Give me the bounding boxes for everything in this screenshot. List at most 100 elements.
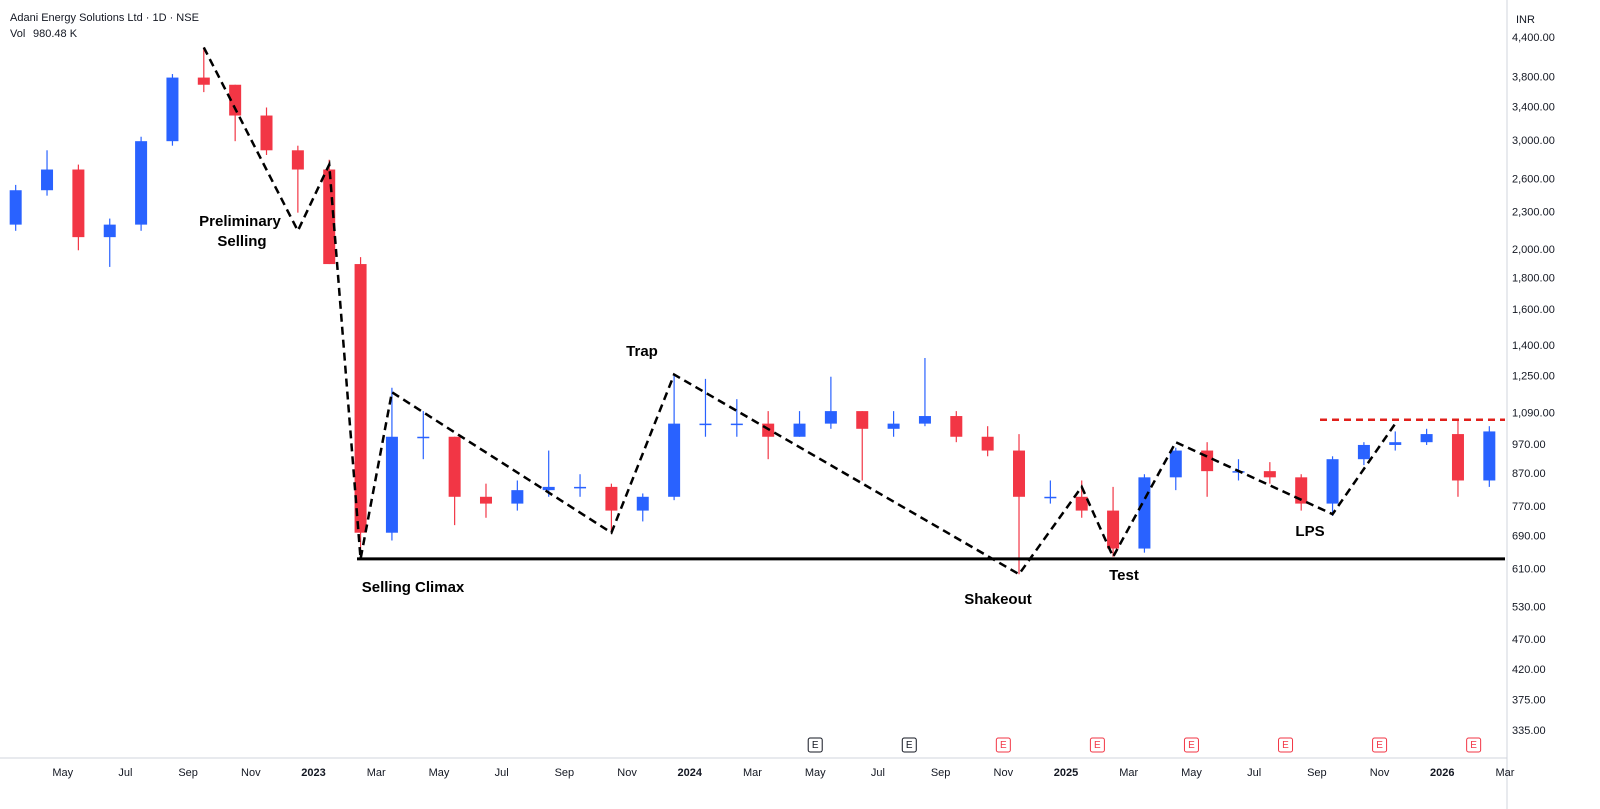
- x-tick-label: 2026: [1430, 767, 1454, 779]
- volume-value: 980.48 K: [33, 28, 78, 40]
- candle-body: [668, 423, 681, 497]
- earnings-label: E: [1000, 740, 1007, 751]
- candle-body: [135, 141, 148, 225]
- x-tick-label: Sep: [931, 767, 951, 779]
- candle-body: [354, 264, 367, 533]
- x-tick-label: Sep: [178, 767, 198, 779]
- candle-body: [1107, 510, 1120, 549]
- y-tick-label: 375.00: [1512, 695, 1546, 707]
- candle-body: [166, 77, 179, 142]
- y-tick-label: 2,300.00: [1512, 207, 1555, 219]
- y-tick-label: 3,000.00: [1512, 135, 1555, 147]
- candle-body: [260, 115, 273, 151]
- earnings-label: E: [1282, 740, 1289, 751]
- candle-body: [1263, 471, 1276, 478]
- x-tick-label: Mar: [743, 767, 762, 779]
- candle-body: [824, 411, 837, 424]
- candle-body: [636, 496, 649, 511]
- candle-body: [229, 84, 242, 116]
- y-tick-label: 690.00: [1512, 530, 1546, 542]
- candle-body: [1389, 442, 1402, 445]
- y-tick-label: 4,400.00: [1512, 32, 1555, 44]
- candle-body: [887, 423, 900, 429]
- x-tick-label: Nov: [617, 767, 637, 779]
- earnings-marker: [995, 737, 1011, 753]
- earnings-marker: [901, 737, 917, 753]
- candle-body: [385, 436, 398, 533]
- y-tick-label: 1,400.00: [1512, 340, 1555, 352]
- x-tick-label: May: [52, 767, 73, 779]
- zigzag-line: [202, 46, 1397, 576]
- earnings-label: E: [1094, 740, 1101, 751]
- x-tick-label: Jul: [1247, 767, 1261, 779]
- candle-body: [1483, 431, 1496, 481]
- annotation-label: Selling Climax: [362, 579, 465, 596]
- currency: INR: [1516, 14, 1535, 26]
- x-tick-label: Jul: [495, 767, 509, 779]
- candle-body: [291, 150, 304, 170]
- y-tick-label: 3,400.00: [1512, 101, 1555, 113]
- candle-body: [730, 423, 743, 426]
- candle-body: [479, 496, 492, 504]
- annotation-label: Test: [1109, 567, 1139, 584]
- x-tick-label: Nov: [1370, 767, 1390, 779]
- candle-body: [793, 423, 806, 437]
- x-tick-label: Sep: [555, 767, 575, 779]
- chart-title: Adani Energy Solutions Ltd · 1D · NSE: [10, 12, 199, 24]
- y-tick-label: 3,800.00: [1512, 71, 1555, 83]
- candle-body: [417, 436, 430, 439]
- annotation-label: Preliminary: [199, 213, 281, 230]
- x-tick-label: 2023: [301, 767, 325, 779]
- x-tick-label: Nov: [994, 767, 1014, 779]
- earnings-marker: [807, 737, 823, 753]
- earnings-label: E: [906, 740, 913, 751]
- y-tick-label: 2,600.00: [1512, 174, 1555, 186]
- x-tick-label: Mar: [367, 767, 386, 779]
- candle-body: [1013, 450, 1026, 497]
- x-tick-label: Mar: [1119, 767, 1138, 779]
- x-tick-label: Jul: [871, 767, 885, 779]
- candle-body: [1326, 459, 1339, 504]
- y-tick-label: 970.00: [1512, 439, 1546, 451]
- candle-body: [918, 416, 931, 424]
- earnings-marker: [1278, 737, 1294, 753]
- earnings-label: E: [1376, 740, 1383, 751]
- candle-body: [511, 490, 524, 504]
- candle-body: [72, 169, 85, 238]
- candle-body: [1044, 496, 1057, 499]
- y-tick-label: 420.00: [1512, 664, 1546, 676]
- y-tick-label: 335.00: [1512, 725, 1546, 737]
- x-tick-label: May: [1181, 767, 1202, 779]
- earnings-marker: [1183, 737, 1199, 753]
- candle-body: [197, 77, 210, 85]
- earnings-marker: [1089, 737, 1105, 753]
- y-tick-label: 2,000.00: [1512, 244, 1555, 256]
- y-tick-label: 770.00: [1512, 501, 1546, 513]
- earnings-marker: [1466, 737, 1482, 753]
- earnings-label: E: [1470, 740, 1477, 751]
- candle-body: [950, 416, 963, 437]
- y-tick-label: 470.00: [1512, 634, 1546, 646]
- annotation-label: Trap: [626, 343, 658, 360]
- x-tick-label: Mar: [1496, 767, 1515, 779]
- x-tick-label: 2025: [1054, 767, 1078, 779]
- candle-body: [9, 190, 22, 225]
- candle-body: [1169, 450, 1182, 478]
- x-tick-label: May: [429, 767, 450, 779]
- x-tick-label: 2024: [678, 767, 703, 779]
- annotation-label: Shakeout: [964, 591, 1032, 608]
- annotation-label: LPS: [1295, 523, 1324, 540]
- candle-body: [1357, 444, 1370, 460]
- candle-body: [1075, 496, 1088, 511]
- candle-body: [1451, 434, 1464, 481]
- earnings-label: E: [1188, 740, 1195, 751]
- y-tick-label: 870.00: [1512, 468, 1546, 480]
- candle-body: [699, 423, 712, 426]
- x-tick-label: Jul: [118, 767, 132, 779]
- earnings-marker: [1372, 737, 1388, 753]
- x-tick-label: Nov: [241, 767, 261, 779]
- candle-body: [41, 169, 54, 191]
- y-tick-label: 1,090.00: [1512, 407, 1555, 419]
- candle-body: [574, 486, 587, 489]
